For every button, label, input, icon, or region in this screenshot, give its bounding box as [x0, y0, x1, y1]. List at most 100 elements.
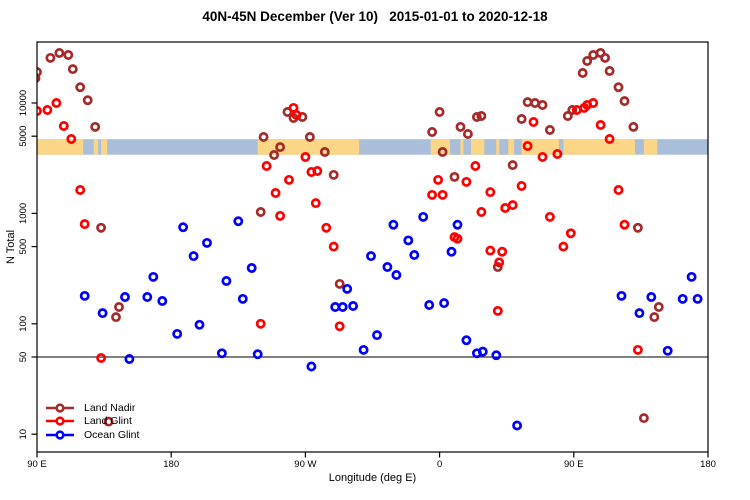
legend-label-land-glint: Land Glint [84, 415, 132, 428]
data-point [507, 160, 518, 171]
data-point [97, 308, 108, 319]
band-sea-patch [499, 139, 509, 155]
data-point [291, 110, 302, 120]
data-point [653, 302, 664, 312]
data-point [337, 302, 348, 312]
data-point [424, 300, 435, 310]
band-sea-patch [558, 139, 564, 155]
plot-box [36, 41, 709, 453]
data-point [452, 233, 463, 244]
data-point [372, 330, 382, 341]
data-point [334, 278, 345, 289]
band-land-segment [93, 139, 99, 155]
data-point [382, 262, 393, 272]
data-point [588, 98, 599, 108]
land-glint-marker-icon [46, 416, 74, 426]
series-land-glint [37, 98, 643, 363]
data-point [544, 211, 555, 222]
data-point [476, 111, 487, 121]
y-tick-label: 10000 [18, 90, 29, 116]
x-tick-label: 90 W [294, 459, 316, 470]
data-point [255, 318, 266, 329]
data-point [194, 319, 205, 330]
data-point [358, 344, 369, 355]
data-point [565, 228, 576, 239]
data-point [366, 251, 376, 262]
data-point [96, 222, 107, 233]
band-land-segment [37, 139, 84, 155]
data-point [111, 312, 121, 323]
ocean-glint-marker-icon [46, 430, 74, 440]
data-point [471, 112, 482, 122]
data-point [269, 150, 280, 160]
data-point [677, 293, 688, 304]
data-point [418, 211, 429, 222]
legend-label-ocean-glint: Ocean Glint [84, 428, 140, 441]
data-point [662, 345, 673, 356]
data-point [246, 263, 257, 273]
data-point [233, 216, 244, 227]
chart-title: 40N-45N December (Ver 10) 2015-01-01 to … [202, 9, 548, 24]
data-point [619, 219, 630, 230]
data-point [476, 207, 487, 217]
data-point [528, 117, 539, 127]
data-point [172, 328, 183, 339]
data-point [470, 161, 481, 171]
data-point [634, 308, 645, 319]
legend-item-land-glint: Land Glint [44, 415, 139, 429]
data-point [321, 222, 332, 233]
data-point [300, 152, 311, 162]
data-point [537, 152, 548, 162]
data-point [261, 161, 272, 171]
data-point [348, 301, 359, 311]
data-point [452, 219, 463, 230]
data-point [275, 210, 286, 221]
data-point [427, 127, 438, 137]
data-point [45, 52, 56, 63]
data-point [686, 271, 697, 282]
band-sea-patch [514, 139, 522, 155]
data-point [649, 312, 660, 323]
data-point [530, 98, 540, 108]
data-point [328, 241, 339, 252]
x-tick-label: 90 E [564, 459, 584, 470]
data-point [188, 251, 199, 262]
data-point [178, 222, 189, 233]
band-land-segment [101, 139, 108, 155]
data-point [512, 420, 523, 431]
data-point [388, 219, 399, 230]
data-point [202, 237, 212, 248]
data-point [142, 292, 153, 302]
data-point [567, 105, 578, 115]
data-point [82, 95, 93, 106]
data-point [446, 246, 457, 257]
data-point [96, 353, 107, 363]
y-axis-label: N Total [5, 229, 17, 265]
data-point [600, 52, 611, 63]
data-point [537, 100, 548, 110]
data-point [342, 283, 353, 294]
series-ocean-glint [79, 211, 703, 431]
legend-item-land-nadir: Land Nadir [44, 401, 139, 415]
data-point [42, 105, 53, 115]
y-tick-label: 100 [18, 316, 29, 332]
data-point [552, 149, 563, 159]
band-sea-patch [450, 139, 461, 155]
data-point [544, 125, 555, 135]
data-point [485, 187, 496, 198]
data-point [638, 413, 649, 424]
data-point [67, 64, 78, 75]
data-point [485, 245, 496, 256]
data-point [604, 66, 615, 76]
data-point [492, 305, 503, 316]
data-point [562, 111, 573, 121]
data-point [58, 121, 69, 131]
data-point [306, 361, 317, 372]
legend-label-land-nadir: Land Nadir [84, 401, 136, 414]
y-tick-label: 50 [18, 352, 29, 363]
data-point [221, 276, 232, 286]
y-tick-label: 5000 [18, 126, 29, 147]
data-point [433, 174, 444, 185]
data-point [216, 348, 227, 359]
